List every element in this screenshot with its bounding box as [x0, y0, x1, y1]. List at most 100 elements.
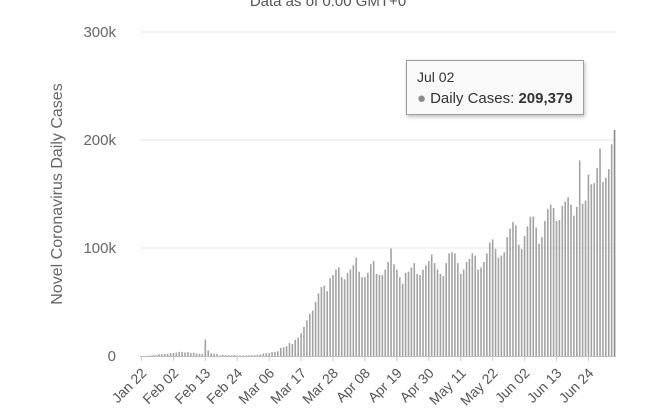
bar[interactable] — [477, 269, 479, 356]
bar[interactable] — [326, 291, 329, 356]
bar[interactable] — [291, 344, 294, 356]
bar[interactable] — [303, 326, 305, 356]
bar[interactable] — [480, 267, 482, 356]
bar[interactable] — [584, 200, 587, 356]
bar[interactable] — [512, 222, 514, 356]
bar[interactable] — [352, 265, 355, 356]
bar[interactable] — [274, 351, 276, 356]
bar[interactable] — [486, 253, 488, 356]
bar[interactable] — [268, 353, 270, 356]
bar[interactable] — [532, 216, 535, 356]
bar[interactable] — [425, 265, 427, 356]
bar[interactable] — [253, 355, 256, 356]
bar[interactable] — [221, 354, 224, 356]
bar[interactable] — [372, 260, 375, 356]
bar[interactable] — [219, 355, 221, 356]
bar[interactable] — [401, 283, 404, 356]
bar[interactable] — [526, 226, 529, 356]
bar[interactable] — [596, 168, 598, 356]
bar[interactable] — [335, 269, 337, 356]
bar[interactable] — [555, 221, 558, 356]
bar[interactable] — [166, 353, 169, 356]
bar[interactable] — [491, 239, 494, 356]
bar[interactable] — [381, 275, 384, 356]
bar[interactable] — [552, 208, 555, 356]
bar[interactable] — [578, 160, 581, 356]
bar[interactable] — [387, 262, 389, 356]
bar[interactable] — [364, 277, 366, 356]
bar[interactable] — [340, 277, 343, 356]
bar[interactable] — [250, 355, 253, 356]
bar[interactable] — [573, 215, 575, 356]
bar[interactable] — [338, 267, 340, 356]
bar[interactable] — [262, 353, 265, 356]
bar[interactable] — [201, 354, 204, 356]
bar[interactable] — [503, 252, 506, 356]
bar[interactable] — [155, 355, 157, 356]
bar[interactable] — [242, 355, 244, 356]
bar[interactable] — [529, 216, 532, 356]
bar[interactable] — [369, 264, 372, 356]
bar[interactable] — [410, 267, 413, 356]
bar[interactable] — [581, 203, 584, 356]
bar[interactable] — [256, 354, 259, 356]
bar[interactable] — [245, 355, 247, 356]
bar[interactable] — [210, 353, 212, 356]
bar[interactable] — [259, 354, 262, 356]
bar[interactable] — [361, 277, 363, 356]
bar[interactable] — [561, 205, 564, 356]
bar[interactable] — [233, 355, 236, 356]
bar[interactable] — [207, 350, 210, 356]
bar[interactable] — [329, 278, 331, 356]
bar[interactable] — [178, 351, 180, 356]
bar[interactable] — [169, 353, 172, 356]
bar[interactable] — [564, 201, 567, 356]
bar[interactable] — [520, 249, 523, 356]
bar[interactable] — [494, 249, 497, 356]
bar[interactable] — [248, 355, 250, 356]
bar[interactable] — [590, 184, 593, 356]
bar[interactable] — [497, 257, 500, 356]
bar[interactable] — [320, 286, 323, 356]
bar[interactable] — [213, 353, 215, 356]
bar[interactable] — [567, 197, 569, 356]
bar[interactable] — [454, 253, 456, 356]
bar[interactable] — [488, 242, 491, 356]
bar[interactable] — [535, 227, 537, 356]
bar[interactable] — [599, 148, 601, 356]
bar[interactable] — [439, 273, 442, 356]
bar[interactable] — [605, 177, 607, 356]
bar[interactable] — [300, 333, 302, 356]
bar[interactable] — [227, 355, 230, 356]
bar[interactable] — [346, 272, 349, 356]
bar[interactable] — [509, 228, 511, 356]
bar[interactable] — [306, 320, 308, 356]
bar[interactable] — [277, 351, 279, 356]
bar[interactable] — [500, 255, 503, 356]
bar[interactable] — [515, 225, 517, 356]
bar[interactable] — [378, 275, 381, 356]
bar[interactable] — [593, 183, 596, 356]
bar[interactable] — [422, 269, 424, 356]
bar[interactable] — [587, 174, 590, 356]
bar[interactable] — [404, 272, 407, 356]
bar[interactable] — [279, 348, 282, 356]
bar[interactable] — [457, 263, 459, 356]
bar[interactable] — [184, 352, 186, 356]
bar[interactable] — [181, 352, 183, 356]
bar[interactable] — [430, 254, 433, 356]
bar[interactable] — [544, 221, 546, 356]
bar[interactable] — [175, 352, 178, 356]
bar[interactable] — [285, 346, 288, 356]
bar[interactable] — [558, 219, 561, 356]
bar[interactable] — [483, 262, 485, 356]
bar[interactable] — [294, 339, 297, 356]
bar[interactable] — [271, 352, 273, 356]
bar[interactable] — [468, 258, 471, 356]
bar[interactable] — [474, 255, 477, 356]
bar[interactable] — [451, 252, 453, 356]
bar[interactable] — [149, 355, 151, 356]
bar[interactable] — [419, 275, 421, 356]
bar[interactable] — [433, 263, 436, 356]
bar[interactable] — [427, 260, 430, 356]
